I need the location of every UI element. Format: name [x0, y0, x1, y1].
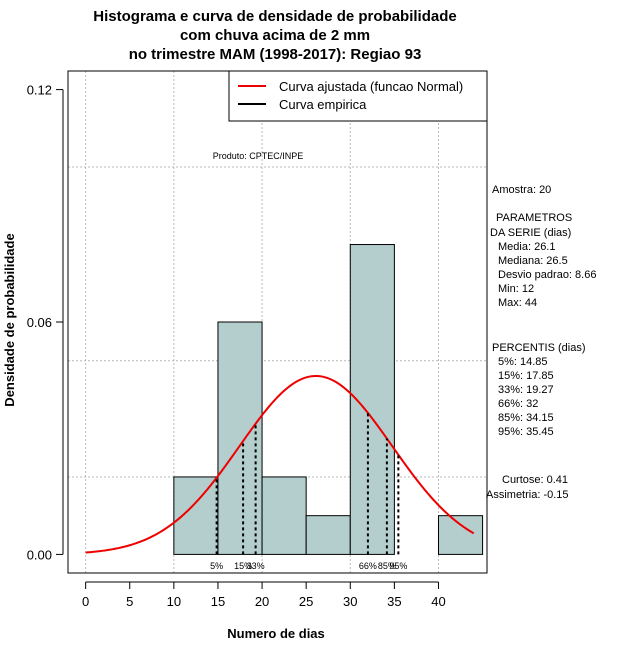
chart-title: Histograma e curva de densidade de proba…: [93, 8, 456, 63]
percentile-label: 85%: [378, 561, 396, 571]
percentile-lines: [215, 412, 400, 555]
y-tick-label: 0.12: [27, 83, 52, 98]
percentile-label: 5%: [210, 561, 223, 571]
title-line-3: no trimestre MAM (1998-2017): Regiao 93: [129, 46, 422, 63]
histogram-bar: [261, 476, 307, 555]
percentile-33: 33%: 19.27: [498, 384, 554, 396]
x-axis-label: Numero de dias: [227, 626, 325, 641]
x-axis: 0 5 10 15 20 25 30 35 40: [82, 581, 446, 609]
histogram-bars: [173, 244, 484, 555]
y-axis: 0.00 0.06 0.12: [27, 83, 64, 562]
x-tick-label: 15: [211, 594, 225, 609]
stats-panel: Amostra: 20 PARAMETROS DA SERIE (dias) M…: [486, 184, 596, 501]
x-tick-label: 5: [126, 594, 133, 609]
param-median: Mediana: 26.5: [498, 255, 568, 267]
x-tick-label: 35: [387, 594, 401, 609]
x-tick-label: 0: [82, 594, 89, 609]
histogram-bar: [173, 476, 219, 555]
x-tick-label: 40: [431, 594, 445, 609]
normal-curve-line: [85, 374, 475, 554]
param-sd: Desvio padrao: 8.66: [498, 269, 596, 281]
percentile-5: 5%: 14.85: [498, 356, 548, 368]
percentile-labels: 5% 15%33% 66% 85%95%: [210, 561, 407, 571]
legend-box: [228, 70, 488, 122]
skewness: Assimetria: -0.15: [486, 489, 569, 501]
x-tick-label: 10: [167, 594, 181, 609]
normal-curve: [85, 374, 475, 554]
param-min: Min: 12: [498, 283, 534, 295]
histogram-bar: [305, 515, 351, 555]
title-line-1: Histograma e curva de densidade de proba…: [93, 8, 456, 25]
param-max: Max: 44: [498, 297, 537, 309]
percentile-label: 15%: [234, 561, 252, 571]
x-tick-label: 25: [299, 594, 313, 609]
legend-item-empirical: Curva empirica: [279, 97, 367, 112]
title-line-2: com chuva acima de 2 mm: [180, 27, 370, 44]
histogram-bar: [437, 515, 484, 555]
percentile-label: 66%: [359, 561, 377, 571]
y-tick-label: 0.00: [27, 547, 52, 562]
percentile-label: 33%: [247, 561, 265, 571]
percentiles-heading: PERCENTIS (dias): [492, 342, 586, 354]
y-axis-label: Densidade de probabilidade: [2, 233, 17, 406]
x-tick-label: 30: [343, 594, 357, 609]
params-heading-1: PARAMETROS: [496, 212, 572, 224]
percentile-95: 95%: 35.45: [498, 426, 554, 438]
params-heading-2: DA SERIE (dias): [490, 227, 571, 239]
param-mean: Media: 26.1: [498, 241, 555, 253]
sample-size: Amostra: 20: [492, 184, 551, 196]
legend: Curva ajustada (funcao Normal) Curva emp…: [228, 70, 488, 122]
y-tick-label: 0.06: [27, 315, 52, 330]
percentile-15: 15%: 17.85: [498, 370, 554, 382]
product-label: Produto: CPTEC/INPE: [213, 151, 304, 161]
percentile-66: 66%: 32: [498, 398, 538, 410]
x-tick-label: 20: [255, 594, 269, 609]
kurtosis: Curtose: 0.41: [502, 474, 568, 486]
legend-item-fitted: Curva ajustada (funcao Normal): [279, 79, 463, 94]
percentile-label: 95%: [389, 561, 407, 571]
percentile-85: 85%: 34.15: [498, 412, 554, 424]
